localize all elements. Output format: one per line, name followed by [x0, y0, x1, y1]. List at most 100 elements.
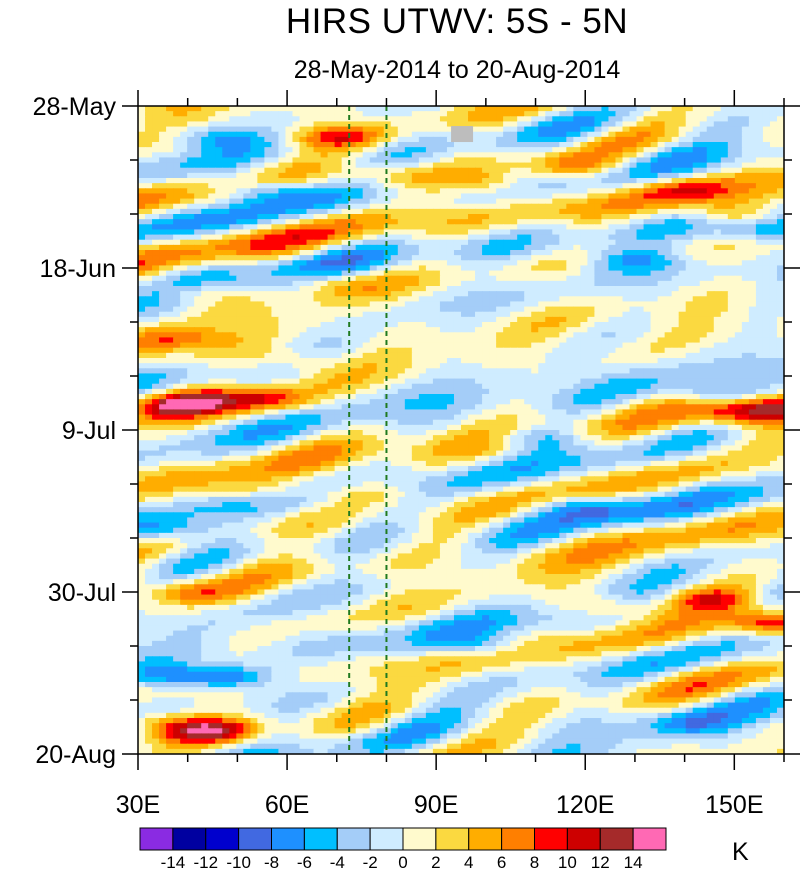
heatmap-cell [706, 265, 715, 272]
heatmap-cell [776, 250, 784, 256]
heatmap-cell [594, 167, 603, 174]
heatmap-cell [461, 111, 469, 117]
heatmap-cell [608, 337, 617, 344]
heatmap-cell [138, 373, 146, 380]
heatmap-cell [320, 342, 329, 349]
heatmap-cell [292, 183, 301, 189]
heatmap-cell [285, 162, 294, 169]
heatmap-cell [264, 219, 273, 225]
heatmap-cell [629, 157, 638, 164]
heatmap-cell [229, 363, 237, 369]
heatmap-cell [748, 270, 757, 277]
heatmap-cell [446, 265, 455, 272]
heatmap-cell [159, 352, 167, 359]
heatmap-cell [201, 234, 209, 241]
heatmap-cell [341, 167, 350, 174]
heatmap-cell [678, 167, 687, 174]
heatmap-cell [243, 358, 251, 364]
heatmap-cell [264, 131, 273, 138]
heatmap-cell [250, 265, 258, 272]
heatmap-cell [341, 296, 350, 303]
heatmap-cell [615, 280, 624, 287]
heatmap-cell [601, 301, 610, 308]
heatmap-cell [243, 229, 251, 236]
heatmap-cell [432, 352, 441, 359]
heatmap-cell [622, 363, 631, 369]
heatmap-cell [418, 224, 427, 231]
heatmap-cell [748, 322, 757, 328]
heatmap-cell [755, 280, 764, 287]
heatmap-cell [713, 358, 722, 364]
heatmap-cell [461, 260, 469, 267]
heatmap-cell [138, 316, 146, 323]
heatmap-cell [138, 358, 146, 364]
heatmap-cell [734, 157, 743, 164]
heatmap-cell [243, 203, 251, 210]
heatmap-cell [489, 229, 497, 236]
heatmap-cell [566, 167, 574, 174]
heatmap-cell [482, 250, 490, 256]
heatmap-cell [166, 198, 174, 205]
heatmap-cell [383, 239, 392, 246]
heatmap-cell [390, 183, 399, 189]
heatmap-cell [166, 142, 174, 148]
heatmap-cell [601, 198, 610, 205]
heatmap-cell [489, 332, 497, 339]
heatmap-cell [208, 373, 216, 380]
heatmap-cell [776, 167, 784, 174]
heatmap-cell [762, 136, 771, 143]
heatmap-cell [552, 178, 560, 184]
heatmap-cell [271, 260, 280, 267]
heatmap-cell [601, 193, 610, 200]
heatmap-cell [236, 121, 244, 128]
heatmap-cell [313, 337, 322, 344]
heatmap-cell [748, 214, 757, 220]
heatmap-cell [482, 291, 490, 297]
heatmap-cell [271, 301, 280, 308]
heatmap-cell [524, 244, 532, 251]
heatmap-cell [327, 383, 336, 390]
heatmap-cell [615, 142, 624, 148]
heatmap-cell [552, 147, 560, 153]
heatmap-cell [734, 342, 743, 349]
heatmap-cell [559, 126, 567, 133]
heatmap-cell [439, 255, 448, 261]
heatmap-cell [243, 332, 251, 339]
heatmap-cell [271, 214, 280, 220]
heatmap-cell [334, 224, 343, 231]
heatmap-cell [692, 183, 701, 189]
heatmap-cell [173, 383, 181, 390]
heatmap-cell [404, 152, 413, 159]
heatmap-cell [468, 167, 476, 174]
heatmap-cell [166, 224, 174, 231]
heatmap-cell [475, 296, 483, 303]
heatmap-cell [187, 131, 195, 138]
heatmap-cell [369, 316, 378, 323]
heatmap-cell [439, 193, 448, 200]
heatmap-cell [327, 152, 336, 159]
heatmap-cell [685, 224, 694, 231]
heatmap-cell [299, 347, 308, 354]
heatmap-cell [755, 373, 764, 380]
heatmap-cell [348, 337, 357, 344]
heatmap-cell [215, 378, 223, 385]
heatmap-cell [524, 152, 532, 159]
heatmap-cell [334, 301, 343, 308]
heatmap-cell [320, 167, 329, 174]
heatmap-cell [397, 157, 406, 164]
heatmap-cell [615, 111, 624, 117]
heatmap-cell [580, 358, 588, 364]
heatmap-cell [720, 296, 729, 303]
heatmap-cell [503, 136, 511, 143]
heatmap-cell [446, 373, 455, 380]
heatmap-cell [769, 172, 778, 179]
heatmap-cell [727, 352, 736, 359]
heatmap-cell [699, 193, 708, 200]
heatmap-cell [671, 378, 680, 385]
heatmap-cell [727, 301, 736, 308]
heatmap-cell [138, 214, 146, 220]
heatmap-cell [383, 265, 392, 272]
heatmap-cell [748, 136, 757, 143]
heatmap-cell [601, 378, 610, 385]
heatmap-cell [138, 255, 146, 261]
